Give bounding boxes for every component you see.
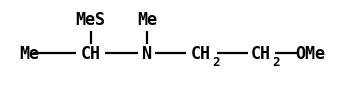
- Text: OMe: OMe: [295, 45, 325, 63]
- Text: CH: CH: [191, 45, 211, 63]
- Text: N: N: [142, 45, 152, 63]
- Text: MeS: MeS: [76, 11, 105, 29]
- Text: Me: Me: [137, 11, 157, 29]
- Text: Me: Me: [20, 45, 39, 63]
- Text: CH: CH: [251, 45, 271, 63]
- Text: 2: 2: [273, 56, 280, 69]
- Text: 2: 2: [212, 56, 220, 69]
- Text: CH: CH: [81, 45, 100, 63]
